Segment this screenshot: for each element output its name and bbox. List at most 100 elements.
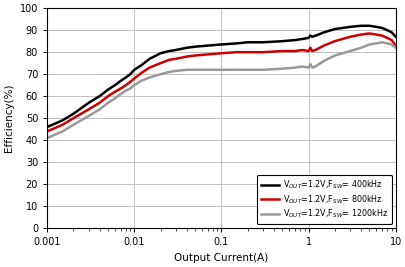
V$_{OUT}$=1.2V,F$_{SW}$= 1200kHz — [299, 65, 304, 68]
V$_{OUT}$=1.2V,F$_{SW}$= 800kHz — [112, 90, 117, 93]
V$_{OUT}$=1.2V,F$_{SW}$= 800kHz — [307, 46, 312, 49]
V$_{OUT}$=1.2V,F$_{SW}$= 400kHz — [312, 34, 317, 37]
V$_{OUT}$=1.2V,F$_{SW}$= 1200kHz — [305, 66, 310, 69]
V$_{OUT}$=1.2V,F$_{SW}$= 1200kHz — [379, 41, 384, 44]
Line: V$_{OUT}$=1.2V,F$_{SW}$= 400kHz: V$_{OUT}$=1.2V,F$_{SW}$= 400kHz — [47, 26, 395, 127]
V$_{OUT}$=1.2V,F$_{SW}$= 400kHz — [373, 25, 378, 29]
V$_{OUT}$=1.2V,F$_{SW}$= 400kHz — [384, 29, 389, 32]
V$_{OUT}$=1.2V,F$_{SW}$= 800kHz — [321, 44, 326, 47]
V$_{OUT}$=1.2V,F$_{SW}$= 800kHz — [332, 40, 337, 43]
V$_{OUT}$=1.2V,F$_{SW}$= 1200kHz — [71, 123, 76, 126]
V$_{OUT}$=1.2V,F$_{SW}$= 400kHz — [260, 41, 265, 44]
Line: V$_{OUT}$=1.2V,F$_{SW}$= 1200kHz: V$_{OUT}$=1.2V,F$_{SW}$= 1200kHz — [47, 42, 395, 138]
V$_{OUT}$=1.2V,F$_{SW}$= 400kHz — [205, 44, 210, 47]
V$_{OUT}$=1.2V,F$_{SW}$= 800kHz — [392, 44, 397, 47]
V$_{OUT}$=1.2V,F$_{SW}$= 400kHz — [60, 119, 65, 122]
V$_{OUT}$=1.2V,F$_{SW}$= 1200kHz — [158, 73, 162, 76]
V$_{OUT}$=1.2V,F$_{SW}$= 400kHz — [307, 34, 312, 37]
V$_{OUT}$=1.2V,F$_{SW}$= 400kHz — [173, 48, 178, 52]
V$_{OUT}$=1.2V,F$_{SW}$= 800kHz — [158, 62, 162, 65]
V$_{OUT}$=1.2V,F$_{SW}$= 400kHz — [97, 95, 102, 98]
V$_{OUT}$=1.2V,F$_{SW}$= 400kHz — [184, 46, 189, 49]
V$_{OUT}$=1.2V,F$_{SW}$= 800kHz — [118, 87, 123, 90]
V$_{OUT}$=1.2V,F$_{SW}$= 800kHz — [45, 130, 49, 133]
V$_{OUT}$=1.2V,F$_{SW}$= 400kHz — [71, 112, 76, 115]
V$_{OUT}$=1.2V,F$_{SW}$= 800kHz — [292, 49, 297, 53]
V$_{OUT}$=1.2V,F$_{SW}$= 800kHz — [173, 57, 178, 60]
V$_{OUT}$=1.2V,F$_{SW}$= 400kHz — [366, 24, 371, 28]
V$_{OUT}$=1.2V,F$_{SW}$= 1200kHz — [392, 46, 397, 49]
Line: V$_{OUT}$=1.2V,F$_{SW}$= 800kHz: V$_{OUT}$=1.2V,F$_{SW}$= 800kHz — [47, 33, 395, 131]
V$_{OUT}$=1.2V,F$_{SW}$= 800kHz — [366, 32, 371, 35]
V$_{OUT}$=1.2V,F$_{SW}$= 400kHz — [123, 76, 128, 79]
V$_{OUT}$=1.2V,F$_{SW}$= 400kHz — [392, 35, 397, 38]
V$_{OUT}$=1.2V,F$_{SW}$= 1200kHz — [118, 92, 123, 96]
V$_{OUT}$=1.2V,F$_{SW}$= 400kHz — [299, 37, 304, 41]
V$_{OUT}$=1.2V,F$_{SW}$= 400kHz — [118, 79, 123, 83]
V$_{OUT}$=1.2V,F$_{SW}$= 800kHz — [147, 66, 152, 69]
V$_{OUT}$=1.2V,F$_{SW}$= 1200kHz — [192, 68, 197, 71]
V$_{OUT}$=1.2V,F$_{SW}$= 800kHz — [388, 38, 393, 42]
V$_{OUT}$=1.2V,F$_{SW}$= 800kHz — [139, 72, 143, 75]
V$_{OUT}$=1.2V,F$_{SW}$= 800kHz — [279, 49, 284, 53]
V$_{OUT}$=1.2V,F$_{SW}$= 1200kHz — [123, 89, 128, 92]
V$_{OUT}$=1.2V,F$_{SW}$= 1200kHz — [292, 66, 297, 69]
V$_{OUT}$=1.2V,F$_{SW}$= 1200kHz — [60, 130, 65, 133]
V$_{OUT}$=1.2V,F$_{SW}$= 800kHz — [184, 55, 189, 58]
Y-axis label: Efficiency(%): Efficiency(%) — [4, 84, 14, 152]
V$_{OUT}$=1.2V,F$_{SW}$= 1200kHz — [97, 108, 102, 111]
V$_{OUT}$=1.2V,F$_{SW}$= 400kHz — [292, 38, 297, 42]
V$_{OUT}$=1.2V,F$_{SW}$= 800kHz — [347, 35, 352, 38]
V$_{OUT}$=1.2V,F$_{SW}$= 400kHz — [321, 31, 326, 34]
V$_{OUT}$=1.2V,F$_{SW}$= 1200kHz — [112, 97, 117, 100]
V$_{OUT}$=1.2V,F$_{SW}$= 1200kHz — [45, 136, 49, 140]
V$_{OUT}$=1.2V,F$_{SW}$= 400kHz — [234, 42, 239, 45]
V$_{OUT}$=1.2V,F$_{SW}$= 800kHz — [123, 84, 128, 87]
V$_{OUT}$=1.2V,F$_{SW}$= 400kHz — [332, 28, 337, 31]
V$_{OUT}$=1.2V,F$_{SW}$= 1200kHz — [321, 59, 326, 62]
V$_{OUT}$=1.2V,F$_{SW}$= 1200kHz — [260, 68, 265, 71]
V$_{OUT}$=1.2V,F$_{SW}$= 1200kHz — [373, 42, 378, 45]
V$_{OUT}$=1.2V,F$_{SW}$= 1200kHz — [388, 43, 393, 46]
V$_{OUT}$=1.2V,F$_{SW}$= 400kHz — [309, 35, 314, 38]
V$_{OUT}$=1.2V,F$_{SW}$= 1200kHz — [347, 49, 352, 53]
V$_{OUT}$=1.2V,F$_{SW}$= 800kHz — [97, 101, 102, 104]
V$_{OUT}$=1.2V,F$_{SW}$= 400kHz — [279, 40, 284, 43]
V$_{OUT}$=1.2V,F$_{SW}$= 800kHz — [192, 54, 197, 57]
V$_{OUT}$=1.2V,F$_{SW}$= 800kHz — [205, 53, 210, 56]
V$_{OUT}$=1.2V,F$_{SW}$= 1200kHz — [307, 63, 312, 66]
V$_{OUT}$=1.2V,F$_{SW}$= 400kHz — [347, 25, 352, 29]
X-axis label: Output Current(A): Output Current(A) — [174, 253, 268, 263]
V$_{OUT}$=1.2V,F$_{SW}$= 400kHz — [147, 57, 152, 60]
V$_{OUT}$=1.2V,F$_{SW}$= 1200kHz — [86, 114, 91, 117]
V$_{OUT}$=1.2V,F$_{SW}$= 800kHz — [234, 50, 239, 54]
V$_{OUT}$=1.2V,F$_{SW}$= 400kHz — [218, 43, 223, 46]
V$_{OUT}$=1.2V,F$_{SW}$= 1200kHz — [184, 68, 189, 71]
V$_{OUT}$=1.2V,F$_{SW}$= 1200kHz — [147, 76, 152, 79]
V$_{OUT}$=1.2V,F$_{SW}$= 400kHz — [86, 101, 91, 104]
V$_{OUT}$=1.2V,F$_{SW}$= 1200kHz — [279, 67, 284, 70]
V$_{OUT}$=1.2V,F$_{SW}$= 400kHz — [388, 31, 393, 34]
V$_{OUT}$=1.2V,F$_{SW}$= 1200kHz — [312, 65, 317, 68]
V$_{OUT}$=1.2V,F$_{SW}$= 1200kHz — [132, 84, 136, 87]
V$_{OUT}$=1.2V,F$_{SW}$= 400kHz — [139, 64, 143, 67]
V$_{OUT}$=1.2V,F$_{SW}$= 400kHz — [245, 41, 249, 44]
V$_{OUT}$=1.2V,F$_{SW}$= 1200kHz — [358, 46, 362, 49]
V$_{OUT}$=1.2V,F$_{SW}$= 400kHz — [45, 125, 49, 129]
V$_{OUT}$=1.2V,F$_{SW}$= 400kHz — [112, 84, 117, 87]
V$_{OUT}$=1.2V,F$_{SW}$= 800kHz — [309, 49, 314, 53]
V$_{OUT}$=1.2V,F$_{SW}$= 1200kHz — [139, 79, 143, 83]
V$_{OUT}$=1.2V,F$_{SW}$= 800kHz — [86, 108, 91, 111]
V$_{OUT}$=1.2V,F$_{SW}$= 800kHz — [305, 49, 310, 53]
V$_{OUT}$=1.2V,F$_{SW}$= 400kHz — [128, 73, 132, 76]
V$_{OUT}$=1.2V,F$_{SW}$= 800kHz — [299, 48, 304, 52]
V$_{OUT}$=1.2V,F$_{SW}$= 800kHz — [245, 50, 249, 54]
V$_{OUT}$=1.2V,F$_{SW}$= 800kHz — [71, 117, 76, 120]
V$_{OUT}$=1.2V,F$_{SW}$= 800kHz — [373, 33, 378, 36]
V$_{OUT}$=1.2V,F$_{SW}$= 400kHz — [192, 45, 197, 48]
V$_{OUT}$=1.2V,F$_{SW}$= 1200kHz — [205, 68, 210, 71]
V$_{OUT}$=1.2V,F$_{SW}$= 1200kHz — [309, 66, 314, 69]
V$_{OUT}$=1.2V,F$_{SW}$= 1200kHz — [245, 68, 249, 71]
Legend: V$_{OUT}$=1.2V,F$_{SW}$= 400kHz, V$_{OUT}$=1.2V,F$_{SW}$= 800kHz, V$_{OUT}$=1.2V: V$_{OUT}$=1.2V,F$_{SW}$= 400kHz, V$_{OUT… — [256, 175, 391, 224]
V$_{OUT}$=1.2V,F$_{SW}$= 1200kHz — [384, 42, 389, 45]
